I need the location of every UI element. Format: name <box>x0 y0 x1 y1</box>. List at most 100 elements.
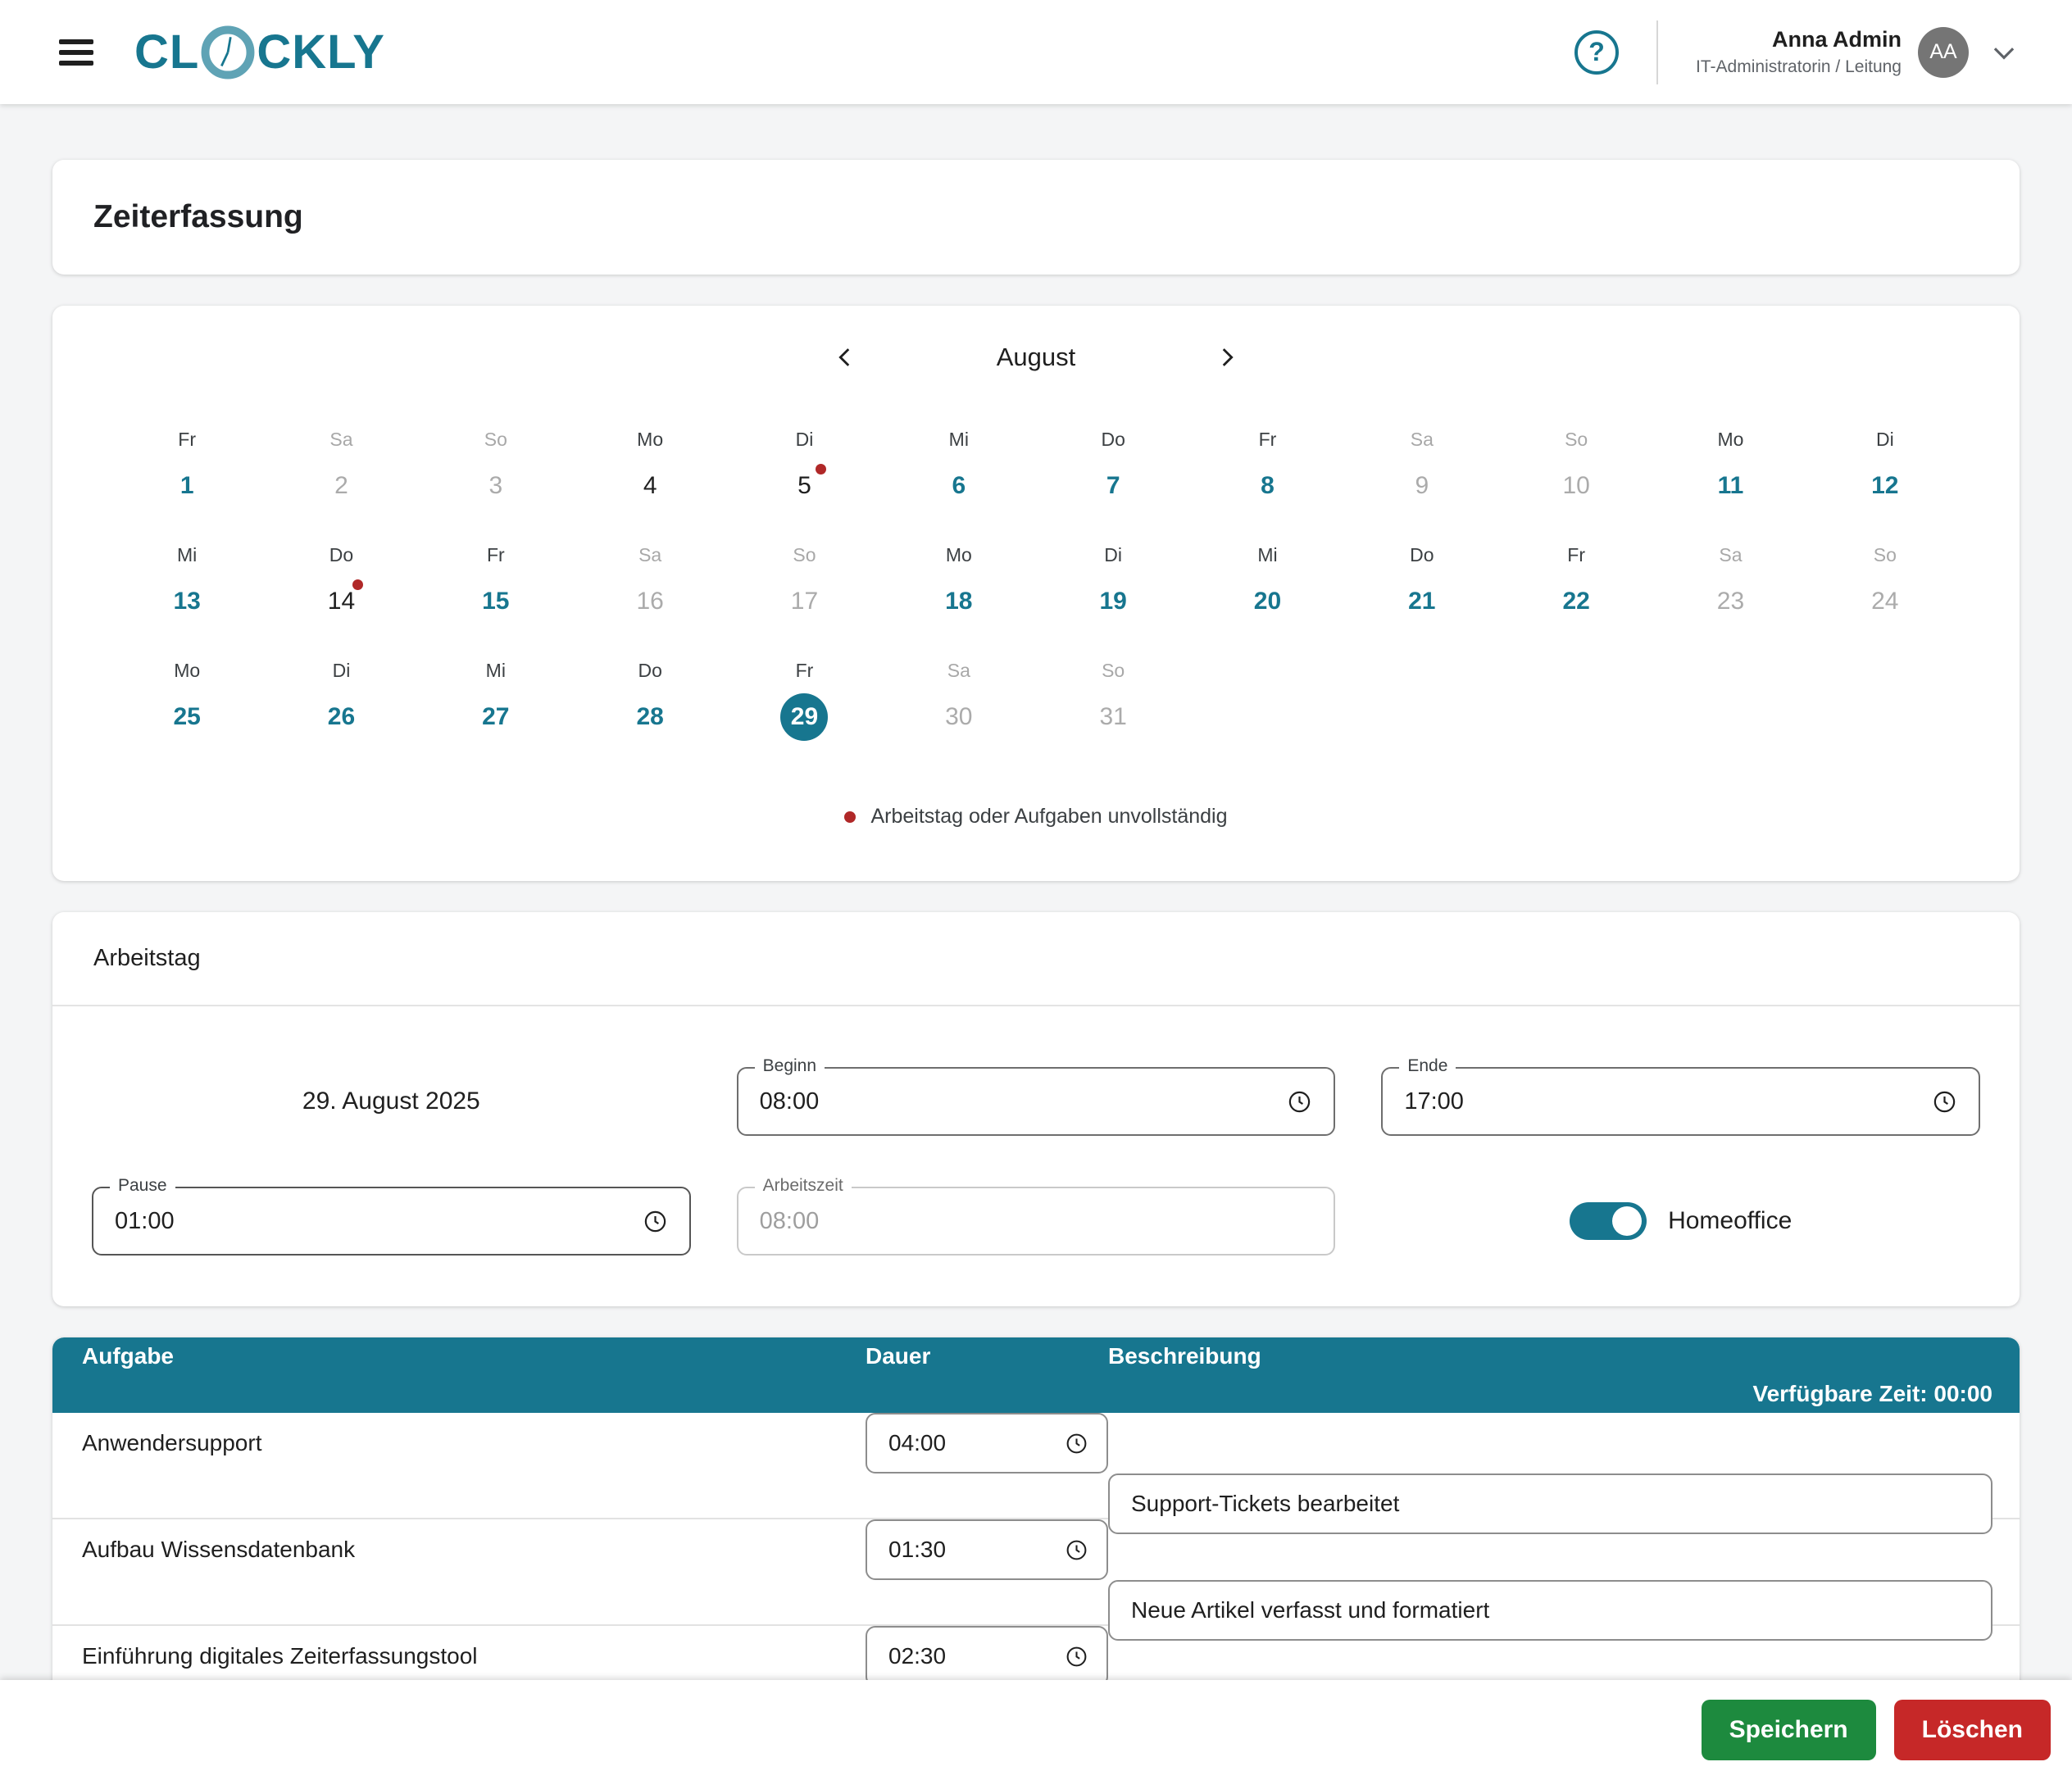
day-number[interactable]: 13 <box>173 588 201 615</box>
clock-icon[interactable] <box>1065 1538 1088 1562</box>
clock-icon[interactable] <box>1065 1432 1088 1455</box>
homeoffice-toggle[interactable] <box>1570 1202 1647 1240</box>
logo-text-pre: CL <box>134 25 200 79</box>
pause-field[interactable]: Pause <box>92 1176 691 1256</box>
tasks-table-header: Aufgabe Dauer Beschreibung Verfügbare Ze… <box>52 1337 2020 1413</box>
weekday-label: Mo <box>174 660 201 681</box>
beginn-field[interactable]: Beginn <box>736 1056 1336 1136</box>
calendar-day-13[interactable]: Mi 13 <box>110 544 264 625</box>
day-number[interactable]: 27 <box>482 703 510 730</box>
description-field[interactable] <box>1108 1473 1992 1534</box>
save-button[interactable]: Speichern <box>1701 1700 1876 1760</box>
duration-input[interactable] <box>888 1430 1065 1456</box>
calendar-day-25[interactable]: Mo 25 <box>110 660 264 741</box>
calendar-card: August Fr 1 Sa 2 So 3 Mo 4 Di 5 Mi 6 Do 7 Fr 8 Sa 9 So 10 Mo… <box>52 306 2020 881</box>
day-number: 31 <box>1099 703 1127 730</box>
calendar-day-30: Sa 30 <box>882 660 1036 741</box>
tasks-table: Aufgabe Dauer Beschreibung Verfügbare Ze… <box>52 1337 2020 1732</box>
day-number[interactable]: 1 <box>179 472 194 499</box>
day-number[interactable]: 5 <box>780 462 828 510</box>
calendar-day-1[interactable]: Fr 1 <box>110 429 264 510</box>
calendar-day-8[interactable]: Fr 8 <box>1190 429 1344 510</box>
ende-field[interactable]: Ende <box>1381 1056 1980 1136</box>
clock-logo-icon <box>201 25 255 79</box>
day-number[interactable]: 4 <box>643 472 657 499</box>
menu-icon[interactable] <box>52 34 100 70</box>
column-task: Aufgabe <box>82 1343 174 1369</box>
clock-icon[interactable] <box>643 1209 668 1234</box>
chevron-down-icon[interactable] <box>1988 37 2020 68</box>
header-divider <box>1656 20 1659 84</box>
duration-field[interactable] <box>866 1413 1108 1473</box>
weekday-label: Sa <box>1410 429 1434 450</box>
clock-icon[interactable] <box>1287 1089 1312 1115</box>
ende-input[interactable] <box>1404 1088 1932 1115</box>
weekday-label: So <box>1102 660 1125 681</box>
duration-field[interactable] <box>866 1519 1108 1580</box>
calendar-day-11[interactable]: Mo 11 <box>1653 429 1807 510</box>
day-number[interactable]: 25 <box>173 703 201 730</box>
day-number[interactable]: 7 <box>1106 472 1120 499</box>
pause-input[interactable] <box>115 1207 643 1235</box>
user-role: IT-Administratorin / Leitung <box>1696 57 1902 76</box>
day-number[interactable]: 20 <box>1253 588 1282 615</box>
calendar-day-31: So 31 <box>1036 660 1190 741</box>
previous-month-button[interactable] <box>826 338 864 376</box>
day-number[interactable]: 21 <box>1408 588 1436 615</box>
calendar-day-22[interactable]: Fr 22 <box>1499 544 1653 625</box>
calendar-day-19[interactable]: Di 19 <box>1036 544 1190 625</box>
duration-input[interactable] <box>888 1537 1065 1563</box>
calendar-day-27[interactable]: Mi 27 <box>419 660 573 741</box>
calendar-day-5[interactable]: Di 5 <box>727 429 881 510</box>
weekday-label: Do <box>329 544 354 565</box>
user-name: Anna Admin <box>1772 27 1902 52</box>
day-number[interactable]: 19 <box>1099 588 1127 615</box>
calendar-day-21[interactable]: Do 21 <box>1345 544 1499 625</box>
weekday-label: So <box>484 429 507 450</box>
day-number: 3 <box>488 472 503 499</box>
clock-icon[interactable] <box>1065 1645 1088 1669</box>
calendar-day-12[interactable]: Di 12 <box>1808 429 1962 510</box>
delete-button[interactable]: Löschen <box>1893 1700 2051 1760</box>
beginn-input[interactable] <box>759 1088 1288 1115</box>
day-number[interactable]: 26 <box>327 703 356 730</box>
clock-icon[interactable] <box>1932 1089 1957 1115</box>
day-number[interactable]: 14 <box>317 578 365 625</box>
description-input[interactable] <box>1131 1491 1973 1517</box>
day-number[interactable]: 12 <box>1871 472 1899 499</box>
calendar-day-20[interactable]: Mi 20 <box>1190 544 1344 625</box>
calendar-day-26[interactable]: Di 26 <box>264 660 418 741</box>
calendar-day-14[interactable]: Do 14 <box>264 544 418 625</box>
day-number[interactable]: 22 <box>1562 588 1590 615</box>
calendar-day-7[interactable]: Do 7 <box>1036 429 1190 510</box>
weekday-label: Mo <box>1717 429 1744 450</box>
column-description: Beschreibung <box>1108 1343 1261 1369</box>
calendar-day-4[interactable]: Mo 4 <box>573 429 727 510</box>
day-number[interactable]: 8 <box>1261 472 1275 499</box>
day-number[interactable]: 11 <box>1717 472 1744 499</box>
incomplete-dot-icon <box>816 464 827 475</box>
weekday-label: Sa <box>947 660 970 681</box>
description-input[interactable] <box>1131 1597 1973 1623</box>
help-icon[interactable]: ? <box>1574 30 1620 75</box>
calendar-day-28[interactable]: Do 28 <box>573 660 727 741</box>
pause-label: Pause <box>110 1176 175 1196</box>
description-field[interactable] <box>1108 1580 1992 1641</box>
day-number[interactable]: 28 <box>636 703 664 730</box>
next-month-button[interactable] <box>1208 338 1246 376</box>
calendar-day-6[interactable]: Mi 6 <box>882 429 1036 510</box>
avatar[interactable]: AA <box>1918 26 1969 78</box>
calendar-day-29[interactable]: Fr 29 <box>727 660 881 741</box>
day-number[interactable]: 6 <box>952 472 966 499</box>
duration-field[interactable] <box>866 1626 1108 1687</box>
calendar-day-15[interactable]: Fr 15 <box>419 544 573 625</box>
duration-input[interactable] <box>888 1643 1065 1669</box>
day-number[interactable]: 29 <box>780 693 829 741</box>
calendar-day-18[interactable]: Mo 18 <box>882 544 1036 625</box>
day-number[interactable]: 18 <box>945 588 973 615</box>
weekday-label: Mi <box>177 544 198 565</box>
day-number: 10 <box>1562 472 1590 499</box>
workday-form: 29. August 2025 Beginn Ende Pause Arbeit… <box>52 1006 2020 1306</box>
day-number[interactable]: 15 <box>482 588 510 615</box>
arbeitszeit-field: Arbeitszeit <box>736 1176 1336 1256</box>
